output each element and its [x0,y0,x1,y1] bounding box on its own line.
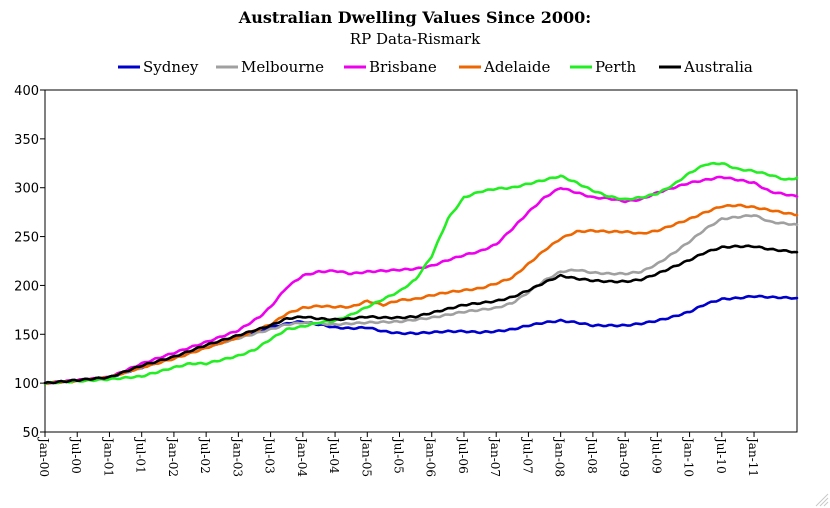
x-tick-label: Jul-04 [327,436,341,474]
x-tick-label: Jan-05 [359,436,373,477]
legend-label-melbourne: Melbourne [241,58,324,76]
chart-subtitle: RP Data-Rismark [350,30,481,48]
x-tick-label: Jul-08 [585,436,599,474]
series-line-brisbane [43,175,799,385]
legend-label-australia: Australia [683,58,753,76]
x-tick-label: Jul-05 [392,436,406,474]
y-tick-label: 250 [14,231,39,246]
x-axis: Jan-00 Jul-00 Jan-01 Jul-01 Jan-02 Jul-02 Jan-… [37,432,760,477]
x-tick-label: Jan-00 [37,436,51,477]
x-tick-label: Jul-02 [198,436,212,474]
series-line-perth [43,161,799,386]
y-tick-label: 350 [14,133,39,148]
legend-label-perth: Perth [595,58,636,76]
series-line-australia [43,244,799,385]
legend-label-adelaide: Adelaide [483,58,550,76]
y-tick-label: 50 [22,426,39,441]
plot-area [44,89,798,433]
x-tick-label: Jul-00 [69,436,83,474]
x-tick-label: Jan-09 [617,436,631,477]
axes [44,89,798,433]
x-tick-label: Jan-04 [295,436,309,477]
x-tick-label: Jul-09 [649,436,663,474]
series-lines [43,161,799,386]
y-tick-label: 400 [14,84,39,99]
y-tick-label: 100 [14,377,39,392]
y-tick-label: 300 [14,182,39,197]
x-tick-label: Jan-08 [553,436,567,477]
x-tick-label: Jan-11 [746,436,760,477]
y-axis: 50 100 150 200 250 300 350 400 [14,84,45,441]
x-tick-label: Jan-07 [488,436,502,477]
x-tick-label: Jul-06 [456,436,470,474]
x-tick-label: Jan-06 [424,436,438,477]
x-tick-label: Jul-03 [263,436,277,474]
chart-title: Australian Dwelling Values Since 2000: [238,8,591,27]
legend-label-sydney: Sydney [143,58,199,76]
y-tick-label: 200 [14,279,39,294]
legend-label-brisbane: Brisbane [369,58,437,76]
resize-grip-icon [815,493,829,507]
x-tick-label: Jul-10 [714,436,728,474]
x-tick-label: Jan-10 [682,436,696,477]
x-tick-label: Jul-07 [520,436,534,474]
x-tick-label: Jan-03 [230,436,244,477]
x-tick-label: Jan-01 [101,436,115,477]
legend: Sydney Melbourne Brisbane Adelaide Perth Aust… [118,58,753,76]
x-tick-label: Jul-01 [134,436,148,474]
x-tick-label: Jan-02 [166,436,180,477]
series-line-adelaide [43,203,799,385]
y-tick-label: 150 [14,328,39,343]
